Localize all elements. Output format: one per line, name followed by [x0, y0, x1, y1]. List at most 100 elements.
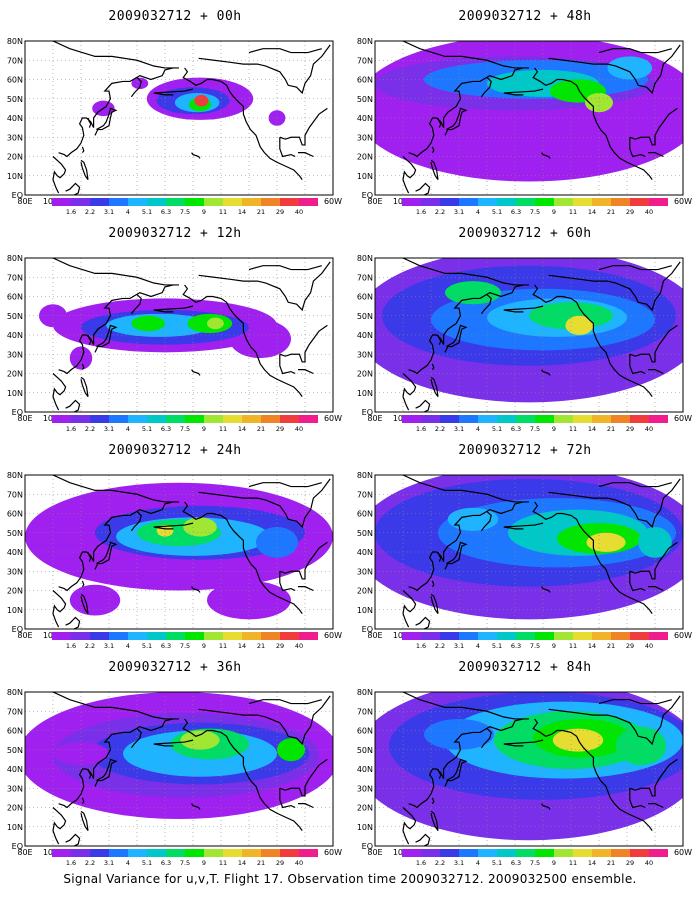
legend-label: 7.5	[180, 425, 190, 433]
coastline	[279, 324, 328, 363]
coastlines	[402, 258, 681, 412]
coastlines	[52, 258, 331, 412]
coastline	[548, 261, 681, 312]
coastline	[402, 156, 417, 194]
coastline	[480, 77, 492, 98]
graticule	[375, 475, 683, 629]
legend-swatch	[516, 415, 535, 423]
coastline	[598, 265, 672, 271]
coastline	[52, 807, 67, 845]
figure-caption: Signal Variance for u,v,T. Flight 17. Ob…	[63, 872, 637, 886]
coastline	[87, 551, 92, 562]
latitude-label: 70N	[357, 56, 373, 65]
legend-swatch	[147, 198, 166, 206]
coastline	[52, 156, 67, 194]
coastline	[52, 590, 67, 628]
latitude-label: 50N	[7, 312, 23, 321]
latitude-label: 30N	[7, 350, 23, 359]
legend-swatch	[280, 849, 299, 857]
graticule	[375, 258, 683, 412]
legend-label: 4	[126, 642, 130, 650]
legend-label: 1.6	[416, 425, 426, 433]
coastline	[402, 807, 417, 845]
coastlines	[52, 41, 331, 195]
legend-label: 40	[645, 642, 653, 650]
coastline	[65, 616, 81, 629]
latitude-label: 80N	[357, 471, 373, 480]
coastline	[52, 475, 179, 503]
latitude-label: 20N	[357, 153, 373, 162]
latitude-label: 40N	[357, 548, 373, 557]
coastline	[532, 718, 653, 831]
legend-swatch	[71, 415, 90, 423]
legend-label: 3.1	[454, 208, 464, 216]
coastline	[248, 265, 322, 271]
legend-label: 14	[588, 425, 596, 433]
coastline	[431, 146, 435, 154]
legend-label: 29	[276, 208, 284, 216]
legend-swatch	[611, 415, 630, 423]
coastline	[248, 482, 322, 488]
legend-label: 4	[476, 425, 480, 433]
longitude-label: 60W	[324, 631, 342, 640]
coastline	[503, 739, 544, 747]
coastline	[80, 376, 89, 397]
variance-contours	[375, 41, 683, 182]
legend-label: 9	[202, 642, 206, 650]
variance-contours	[25, 692, 333, 820]
coastline	[629, 107, 678, 146]
coastline	[58, 284, 174, 375]
legend-swatch	[52, 198, 71, 206]
latitude-label: 60N	[357, 76, 373, 85]
latitude-label: 80N	[357, 37, 373, 46]
variance-map: 80N70N60N50N40N30N20N10NEQ80E100E120E140…	[357, 37, 692, 216]
variance-map: 80N70N60N50N40N30N20N10NEQ80E100E120E140…	[357, 471, 692, 650]
legend-swatch	[497, 198, 516, 206]
coastline	[182, 284, 303, 397]
map-panel-24h: 2009032712 + 24h 80N 70N 60N 50N 40N 30N 20N 10…	[5, 434, 345, 654]
legend-label: 29	[276, 642, 284, 650]
coastline	[198, 44, 331, 95]
legend-swatch	[185, 198, 204, 206]
coastline	[430, 593, 439, 614]
legend-label: 2.2	[435, 859, 445, 867]
coastline	[402, 475, 529, 503]
coastline	[648, 586, 664, 592]
coastline	[52, 692, 179, 720]
legend-swatch	[147, 849, 166, 857]
latitude-label: 20N	[357, 587, 373, 596]
coastline	[248, 48, 322, 54]
latitude-label: 30N	[7, 133, 23, 142]
coastline	[279, 788, 296, 809]
longitude-label: 80E	[367, 631, 382, 640]
legend-label: 9	[552, 642, 556, 650]
coastline	[532, 501, 653, 614]
latitude-label: 10N	[7, 823, 23, 832]
coastline	[541, 369, 551, 376]
legend-swatch	[554, 632, 573, 640]
latitude-label: 10N	[357, 606, 373, 615]
legend-swatch	[535, 198, 554, 206]
coastline	[444, 107, 468, 136]
coastline	[87, 334, 92, 345]
coastline	[629, 324, 678, 363]
coastline	[480, 294, 492, 315]
panel-title: 2009032712 + 84h	[458, 660, 592, 675]
coastline	[430, 376, 439, 397]
legend-swatch	[204, 632, 223, 640]
legend-swatch	[573, 198, 592, 206]
legend-label: 5.1	[142, 859, 152, 867]
legend-label: 40	[295, 859, 303, 867]
variance-map: 80N70N60N50N40N30N20N10NEQ80E100E120E140…	[7, 37, 342, 216]
variance-map: 80N70N60N50N40N30N20N10NEQ80E100E120E140…	[7, 254, 342, 433]
legend-swatch	[592, 849, 611, 857]
legend-label: 40	[295, 425, 303, 433]
legend-swatch	[497, 415, 516, 423]
legend-label: 9	[202, 208, 206, 216]
legend-label: 11	[219, 208, 227, 216]
legend-label: 5.1	[492, 859, 502, 867]
legend-label: 2.2	[435, 208, 445, 216]
graticule	[375, 41, 683, 195]
legend-swatch	[421, 849, 440, 857]
legend-label: 40	[295, 208, 303, 216]
